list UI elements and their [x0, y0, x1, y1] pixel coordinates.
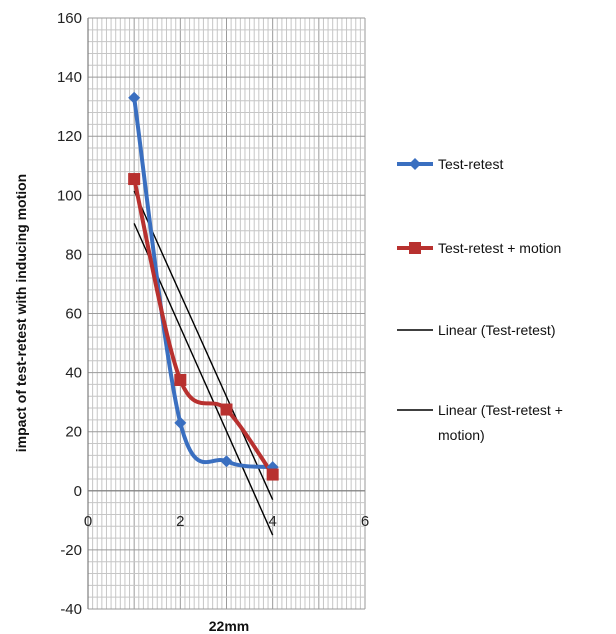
y-tick-label: -20	[60, 542, 82, 559]
legend-label: motion)	[438, 427, 485, 443]
trendline	[133, 190, 274, 500]
x-tick-label: 6	[361, 513, 369, 530]
y-tick-labels: -40 -20 0 20 40 60 80 100 120 140 160	[57, 10, 82, 618]
legend: Test-retest Test-retest + motion Linear (T…	[397, 156, 563, 443]
legend-label: Linear (Test-retest)	[438, 322, 555, 338]
data-point-square	[174, 373, 187, 386]
data-point-diamond	[128, 91, 141, 104]
x-tick-label: 2	[176, 513, 184, 530]
data-point-diamond	[220, 455, 233, 468]
legend-label: Test-retest	[438, 156, 503, 172]
legend-marker-diamond	[409, 158, 421, 170]
data-point-square	[220, 403, 233, 416]
y-tick-label: 160	[57, 10, 82, 27]
series-line	[132, 178, 275, 476]
x-tick-labels: 0 2 4 6	[84, 513, 369, 530]
y-axis-title: impact of test-retest with inducing moti…	[13, 174, 29, 452]
legend-label: Linear (Test-retest +	[438, 402, 563, 418]
x-tick-label: 4	[268, 513, 276, 530]
x-axis-title: 22mm	[209, 618, 249, 634]
x-tick-label: 0	[84, 513, 92, 530]
y-tick-label: 40	[65, 365, 82, 382]
axes	[87, 18, 365, 609]
y-tick-label: 60	[65, 306, 82, 323]
y-tick-label: 80	[65, 246, 82, 263]
legend-marker-square	[409, 242, 421, 254]
data-point-square	[128, 173, 141, 186]
y-tick-label: -40	[60, 601, 82, 618]
legend-label: Test-retest + motion	[438, 240, 561, 256]
y-tick-label: 20	[65, 424, 82, 441]
y-tick-label: 120	[57, 128, 82, 145]
y-tick-label: 0	[74, 483, 82, 500]
y-tick-label: 100	[57, 187, 82, 204]
data-point-square	[266, 468, 279, 481]
grid	[87, 17, 366, 610]
y-tick-label: 140	[57, 69, 82, 86]
data-point-diamond	[174, 416, 187, 429]
series-markers	[128, 91, 279, 481]
